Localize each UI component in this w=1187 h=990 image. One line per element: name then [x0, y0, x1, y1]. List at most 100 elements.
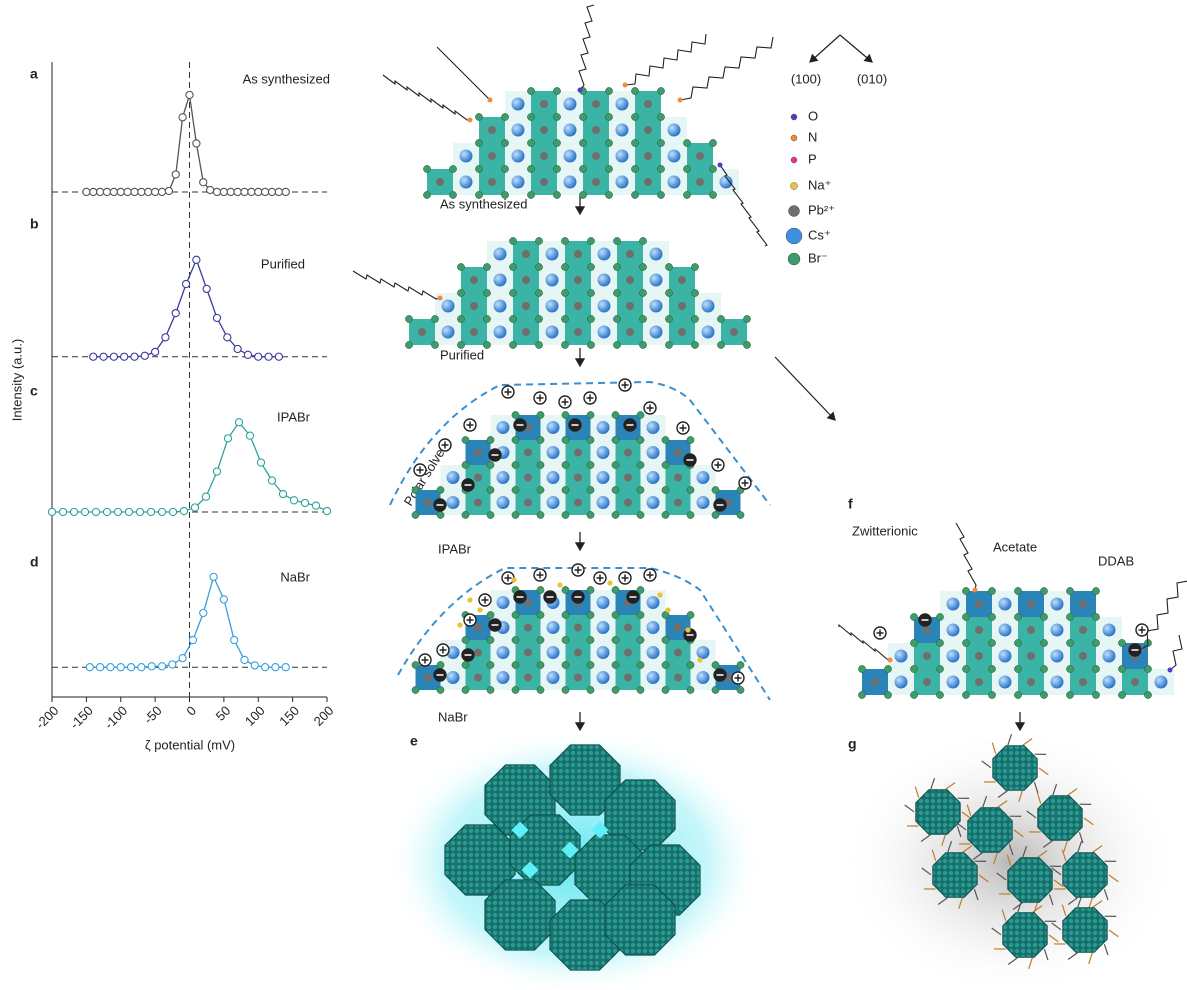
cs-ion: [547, 646, 560, 659]
cs-ion: [1051, 624, 1064, 637]
br-ion: [587, 341, 594, 348]
br-ion: [687, 661, 694, 668]
br-ion: [553, 165, 560, 172]
data-point: [220, 596, 227, 603]
data-point: [213, 314, 220, 321]
br-ion: [587, 661, 594, 668]
lattice: [858, 587, 1174, 698]
br-ion: [657, 113, 664, 120]
data-point: [90, 353, 97, 360]
br-ion: [462, 661, 469, 668]
data-point: [275, 353, 282, 360]
legend-label: N: [808, 129, 817, 144]
br-ion: [457, 289, 464, 296]
data-point: [224, 334, 231, 341]
br-ion: [527, 191, 534, 198]
direction-label: (010): [857, 71, 887, 86]
legend-swatch: [786, 228, 802, 244]
br-ion: [487, 611, 494, 618]
br-ion: [988, 587, 995, 594]
br-ion: [962, 639, 969, 646]
data-point: [200, 179, 207, 186]
br-ion: [962, 587, 969, 594]
pb-ion: [1027, 678, 1035, 686]
data-point: [244, 351, 251, 358]
cs-ion: [497, 646, 510, 659]
br-ion: [717, 315, 724, 322]
br-ion: [1144, 665, 1151, 672]
br-ion: [527, 87, 534, 94]
data-point: [282, 664, 289, 671]
data-point: [179, 655, 186, 662]
br-ion: [553, 191, 560, 198]
cs-ion: [494, 274, 507, 287]
pb-ion: [470, 276, 478, 284]
cs-ion: [616, 124, 629, 137]
data-point: [165, 187, 172, 194]
data-point: [279, 490, 286, 497]
pb-ion: [474, 449, 482, 457]
br-ion: [562, 611, 569, 618]
pb-ion: [975, 678, 983, 686]
cs-ion: [512, 176, 525, 189]
ligand-label: Acetate: [993, 539, 1037, 554]
br-ion: [462, 636, 469, 643]
data-point: [193, 256, 200, 263]
br-ion: [483, 289, 490, 296]
br-ion: [437, 661, 444, 668]
nanocrystal: [933, 853, 977, 897]
data-point: [182, 280, 189, 287]
br-ion: [639, 289, 646, 296]
pb-ion: [674, 449, 682, 457]
data-point: [83, 188, 90, 195]
br-ion: [687, 611, 694, 618]
pb-ion: [524, 499, 532, 507]
cs-ion: [597, 671, 610, 684]
cs-ion: [697, 646, 710, 659]
br-ion: [712, 686, 719, 693]
pb-ion: [678, 276, 686, 284]
br-ion: [553, 87, 560, 94]
data-point: [257, 459, 264, 466]
data-point: [114, 508, 121, 515]
data-point: [227, 188, 234, 195]
data-point: [220, 188, 227, 195]
cs-ion: [547, 671, 560, 684]
br-ion: [910, 613, 917, 620]
data-point: [255, 353, 262, 360]
br-ion: [743, 341, 750, 348]
pb-ion: [624, 499, 632, 507]
cs-ion: [647, 496, 660, 509]
br-ion: [665, 263, 672, 270]
br-ion: [605, 87, 612, 94]
pb-ion: [626, 250, 634, 258]
data-point: [169, 661, 176, 668]
cs-ion: [564, 150, 577, 163]
br-ion: [527, 139, 534, 146]
data-point: [323, 507, 330, 514]
cs-ion: [616, 176, 629, 189]
data-point: [234, 345, 241, 352]
pb-ion: [474, 674, 482, 682]
br-ion: [712, 661, 719, 668]
br-ion: [639, 315, 646, 322]
cs-ion: [1051, 598, 1064, 611]
stage-label: Purified: [440, 347, 484, 362]
cs-ion: [598, 248, 611, 261]
br-ion: [562, 511, 569, 518]
data-point: [210, 573, 217, 580]
br-ion: [639, 341, 646, 348]
br-ion: [605, 191, 612, 198]
cs-ion: [547, 421, 560, 434]
pb-ion: [524, 474, 532, 482]
br-ion: [587, 237, 594, 244]
br-ion: [449, 165, 456, 172]
pb-ion: [524, 674, 532, 682]
br-ion: [487, 661, 494, 668]
figure: a b c d As synthesized Purified IPABr Na…: [0, 0, 1187, 990]
br-ion: [657, 165, 664, 172]
br-ion: [457, 315, 464, 322]
br-ion: [1040, 665, 1047, 672]
br-ion: [691, 289, 698, 296]
br-ion: [405, 341, 412, 348]
